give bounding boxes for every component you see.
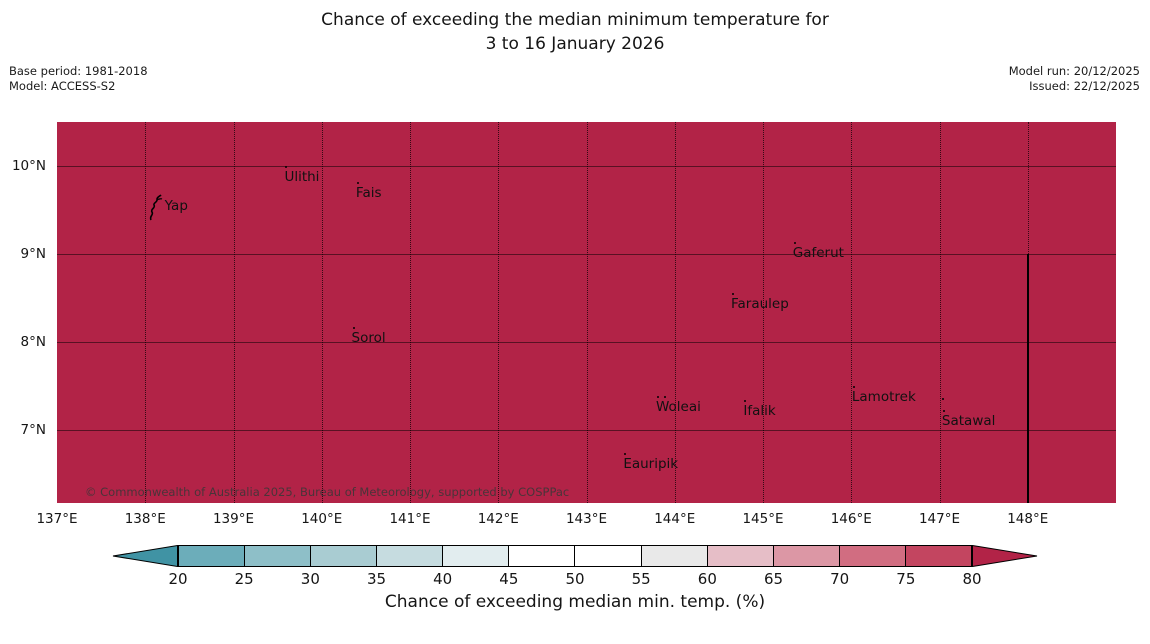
place-label-ulithi: Ulithi	[284, 168, 320, 185]
colorbar-cell	[179, 546, 245, 566]
x-axis-tick-label: 141°E	[389, 511, 431, 527]
colorbar-cell	[508, 546, 575, 566]
colorbar-cell	[772, 546, 839, 566]
figure-title: Chance of exceeding the median minimum t…	[0, 8, 1150, 56]
meta-left: Base period: 1981-2018 Model: ACCESS-S2	[9, 64, 148, 94]
colorbar-tick-label: 80	[962, 570, 982, 588]
place-label-sorol: Sorol	[351, 329, 386, 346]
meridian-gridline	[763, 122, 764, 503]
colorbar-tick-label: 65	[763, 570, 784, 588]
colorbar-tick-label: 50	[565, 570, 585, 588]
yap-island-outline	[149, 194, 162, 221]
parallel-gridline	[57, 429, 1116, 431]
meridian-gridline	[145, 122, 147, 503]
island-dot	[285, 165, 288, 168]
island-dot	[744, 399, 747, 402]
y-axis-tick-label: 9°N	[20, 245, 46, 262]
parallel-gridline	[57, 341, 1116, 343]
island-dot	[852, 385, 855, 388]
colorbar-tick-label: 45	[499, 570, 519, 588]
colorbar-tick-label: 30	[300, 570, 320, 588]
place-label-fais: Fais	[355, 184, 382, 201]
colorbar-tick-label: 55	[631, 570, 651, 588]
island-dot	[942, 398, 945, 401]
place-label-yap: Yap	[164, 198, 188, 215]
island-dot	[793, 241, 796, 244]
colorbar-cell	[706, 546, 773, 566]
meridian-gridline	[321, 122, 323, 503]
island-dot	[352, 326, 355, 329]
x-axis-tick-label: 143°E	[565, 511, 608, 527]
x-axis-tick-label: 147°E	[918, 511, 961, 527]
meridian-gridline	[851, 122, 853, 503]
island-dot	[942, 410, 945, 413]
colorbar-cell	[838, 546, 905, 566]
colorbar-over-arrow	[972, 545, 1038, 567]
x-axis-tick-label: 145°E	[742, 511, 784, 527]
meta-right: Model run: 20/12/2025 Issued: 22/12/2025	[1009, 64, 1140, 94]
figure-title-line2: 3 to 16 January 2026	[485, 34, 665, 54]
colorbar-cell	[574, 546, 641, 566]
x-axis-tick-label: 140°E	[301, 511, 343, 527]
x-axis-tick-label: 146°E	[830, 511, 872, 527]
meridian-gridline	[233, 122, 235, 503]
place-label-ifalik: Ifalik	[743, 402, 776, 419]
x-axis-tick-label: 144°E	[654, 511, 696, 527]
island-dot	[731, 292, 734, 295]
colorbar-tick-label: 40	[433, 570, 453, 588]
colorbar-tick-label: 60	[697, 570, 717, 588]
parallel-gridline	[57, 253, 1116, 255]
colorbar-cell	[244, 546, 311, 566]
x-axis-tick-label: 148°E	[1007, 511, 1049, 527]
copyright-text: © Commonwealth of Australia 2025, Bureau…	[85, 485, 570, 499]
colorbar-tick-label: 35	[366, 570, 387, 588]
island-dot	[656, 396, 659, 399]
meridian-gridline	[586, 122, 588, 503]
place-label-lamotrek: Lamotrek	[851, 388, 916, 405]
x-axis-tick-label: 142°E	[477, 511, 519, 527]
colorbar-tick-label: 25	[234, 570, 254, 588]
colorbar-under-arrow	[112, 545, 178, 567]
meridian-gridline	[674, 122, 676, 503]
place-label-satawal: Satawal	[941, 413, 996, 430]
colorbar-cell	[376, 546, 443, 566]
model-run-text: Model run: 20/12/2025	[1008, 64, 1140, 78]
map-canvas: © Commonwealth of Australia 2025, Bureau…	[57, 122, 1116, 503]
colorbar-cell	[640, 546, 707, 566]
y-axis-tick-label: 8°N	[20, 333, 46, 350]
model-text: Model: ACCESS-S2	[9, 79, 116, 93]
meridian-gridline	[498, 122, 500, 503]
place-label-woleai: Woleai	[655, 399, 701, 416]
x-axis-tick-label: 137°E	[36, 511, 78, 527]
meridian-gridline	[1027, 122, 1029, 254]
colorbar-cell	[442, 546, 509, 566]
x-axis-tick-label: 138°E	[124, 511, 166, 527]
figure-title-line1: Chance of exceeding the median minimum t…	[321, 10, 829, 30]
base-period-text: Base period: 1981-2018	[9, 64, 148, 78]
y-axis-tick-label: 7°N	[20, 421, 46, 438]
colorbar-tick-label: 20	[168, 570, 188, 588]
place-label-faraulep: Faraulep	[730, 295, 789, 312]
issued-text: Issued: 22/12/2025	[1029, 79, 1140, 93]
island-dot	[624, 452, 627, 455]
place-label-eauripik: Eauripik	[623, 455, 679, 472]
meridian-gridline	[939, 122, 941, 503]
place-label-gaferut: Gaferut	[792, 244, 844, 261]
colorbar-tick-label: 75	[896, 570, 916, 588]
parallel-gridline	[57, 165, 1116, 167]
colorbar-tick-label: 70	[830, 570, 850, 588]
colorbar-cell	[904, 546, 971, 566]
meridian-gridline	[410, 122, 411, 503]
island-dot	[663, 396, 666, 399]
colorbar	[178, 545, 972, 567]
colorbar-cell	[310, 546, 377, 566]
region-boundary-line	[1026, 253, 1029, 503]
x-axis-tick-label: 139°E	[212, 511, 255, 527]
island-dot	[356, 181, 359, 184]
colorbar-axis-label: Chance of exceeding median min. temp. (%…	[384, 592, 766, 612]
y-axis-tick-label: 10°N	[11, 157, 46, 174]
